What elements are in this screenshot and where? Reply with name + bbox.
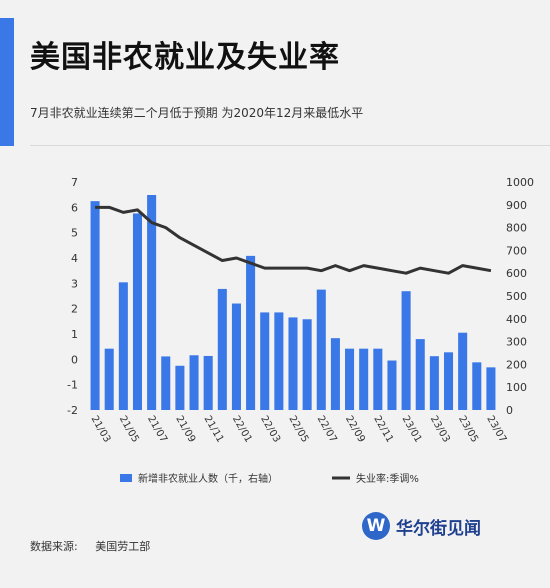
bar bbox=[429, 356, 439, 410]
x-tick-label: 21/03 bbox=[88, 414, 112, 444]
bar bbox=[486, 367, 496, 410]
bar bbox=[415, 339, 425, 410]
y-left-tick-label: 5 bbox=[71, 227, 78, 240]
source-note: 数据来源: 美国劳工部 bbox=[30, 538, 164, 554]
bar bbox=[359, 348, 369, 410]
bar bbox=[373, 348, 383, 410]
header-divider bbox=[30, 145, 550, 146]
x-tick-label: 22/09 bbox=[343, 414, 367, 444]
y-right-tick-label: 600 bbox=[506, 267, 527, 280]
y-left-tick-label: 4 bbox=[71, 252, 78, 265]
y-right-tick-label: 1000 bbox=[506, 176, 534, 189]
bar bbox=[443, 352, 454, 410]
source-label: 数据来源: bbox=[30, 540, 78, 553]
brand-logo: W 华尔街见闻 bbox=[362, 512, 481, 540]
bar bbox=[217, 288, 227, 410]
brand-mark-icon: W bbox=[362, 512, 390, 540]
y-left-tick-label: 3 bbox=[71, 277, 78, 290]
x-tick-label: 22/07 bbox=[315, 414, 339, 444]
x-tick-label: 23/07 bbox=[484, 414, 508, 444]
source-value: 美国劳工部 bbox=[95, 540, 151, 553]
brand-name: 华尔街见闻 bbox=[396, 518, 481, 539]
bar bbox=[90, 201, 100, 410]
bar bbox=[345, 348, 355, 410]
unemployment-line bbox=[95, 205, 492, 275]
y-left-tick-label: -1 bbox=[67, 379, 78, 392]
y-left-tick-label: 1 bbox=[71, 328, 78, 341]
bar bbox=[175, 365, 185, 410]
bar bbox=[147, 194, 157, 410]
y-right-tick-label: 400 bbox=[506, 313, 527, 326]
y-right-tick-label: 100 bbox=[506, 381, 527, 394]
x-tick-label: 23/03 bbox=[428, 414, 452, 444]
bar bbox=[132, 213, 143, 410]
bar bbox=[203, 355, 213, 410]
y-left-tick-label: 6 bbox=[71, 201, 78, 214]
page-title: 美国非农就业及失业率 bbox=[30, 40, 340, 75]
x-tick-label: 21/11 bbox=[202, 414, 226, 444]
y-right-tick-label: 800 bbox=[506, 222, 527, 235]
bar bbox=[189, 355, 199, 410]
y-right-tick-label: 0 bbox=[506, 404, 513, 417]
bar bbox=[387, 360, 397, 410]
x-tick-label: 21/09 bbox=[173, 414, 197, 444]
bar bbox=[302, 319, 312, 410]
bar bbox=[288, 317, 298, 410]
y-left-tick-label: 2 bbox=[71, 303, 78, 316]
x-tick-label: 22/03 bbox=[258, 414, 282, 444]
x-tick-label: 21/05 bbox=[117, 414, 141, 444]
x-tick-label: 23/05 bbox=[456, 414, 480, 444]
bar bbox=[316, 289, 326, 410]
x-tick-label: 22/01 bbox=[230, 414, 254, 444]
bar bbox=[330, 338, 340, 410]
y-right-tick-label: 900 bbox=[506, 199, 527, 212]
x-tick-label: 23/01 bbox=[400, 414, 424, 444]
legend-bar-label: 新增非农就业人数（千，右轴） bbox=[138, 472, 278, 485]
y-right-tick-label: 700 bbox=[506, 244, 527, 257]
y-right-tick-label: 200 bbox=[506, 358, 527, 371]
legend-bar-swatch bbox=[120, 474, 132, 482]
bar bbox=[260, 312, 270, 410]
bar bbox=[401, 291, 411, 410]
bar bbox=[274, 312, 284, 410]
bar bbox=[118, 282, 128, 410]
y-left-tick-label: 7 bbox=[71, 176, 78, 189]
x-tick-label: 22/05 bbox=[286, 414, 310, 444]
y-right-tick-label: 300 bbox=[506, 336, 527, 349]
x-tick-label: 21/07 bbox=[145, 414, 169, 444]
page-subtitle: 7月非农就业连续第二个月低于预期 为2020年12月来最低水平 bbox=[30, 106, 364, 120]
bar bbox=[472, 362, 482, 410]
y-left-tick-label: 0 bbox=[71, 353, 78, 366]
legend-line-label: 失业率:季调% bbox=[356, 472, 419, 485]
bar bbox=[161, 356, 171, 410]
bar bbox=[246, 255, 256, 410]
chart: -2 -1 0 1 2 3 4 5 6 7 0 100 200 300 400 500 600 700 800 900… bbox=[67, 176, 534, 485]
bar bbox=[231, 303, 241, 410]
x-tick-label: 22/11 bbox=[371, 414, 395, 444]
bar bbox=[458, 332, 468, 410]
accent-bar bbox=[0, 18, 14, 146]
y-left-tick-label: -2 bbox=[67, 404, 78, 417]
y-right-tick-label: 500 bbox=[506, 290, 527, 303]
bar bbox=[104, 348, 114, 410]
